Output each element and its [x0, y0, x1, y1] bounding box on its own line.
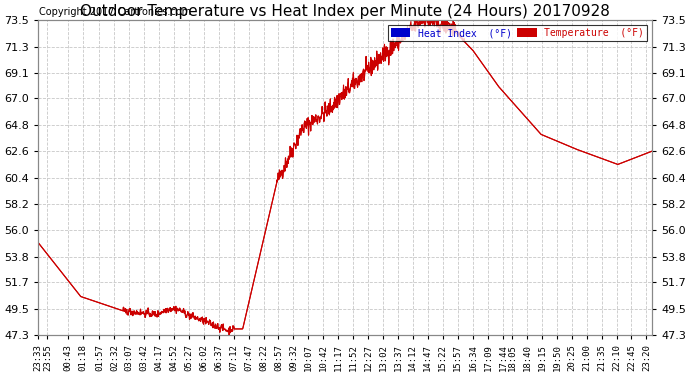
Legend: Heat Index  (°F), Temperature  (°F): Heat Index (°F), Temperature (°F) — [388, 25, 647, 41]
Title: Outdoor Temperature vs Heat Index per Minute (24 Hours) 20170928: Outdoor Temperature vs Heat Index per Mi… — [80, 4, 610, 19]
Text: Copyright 2017 Cartronics.com: Copyright 2017 Cartronics.com — [39, 7, 191, 17]
